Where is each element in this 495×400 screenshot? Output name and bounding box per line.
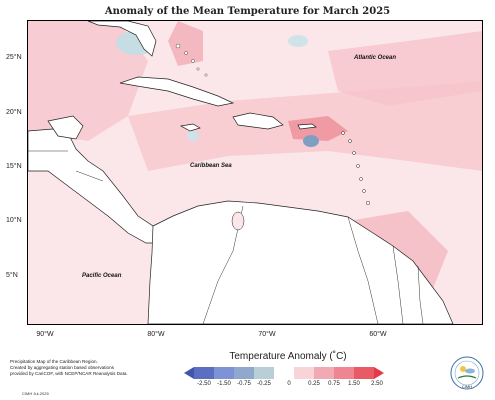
map-notes: Precipitation Map of the Caribbean Regio…	[10, 359, 150, 377]
note-line-2: Created by aggregating station based obs…	[10, 365, 114, 370]
logo-label: CIMH	[461, 384, 473, 389]
cool-patch-north	[288, 35, 308, 47]
legend-tick: 0.25	[308, 381, 320, 387]
cool-patch-puerto-rico	[303, 135, 319, 147]
label-pacific-ocean: Pacific Ocean	[82, 273, 122, 279]
wave-icon	[457, 375, 477, 379]
color-bin-4	[254, 367, 274, 379]
color-bin-5	[274, 367, 294, 379]
legend-title: Temperature Anomaly (˚C)	[229, 351, 347, 362]
border-suriname-guiana	[417, 265, 424, 324]
note-line-3: provided by CariCOF, with NCEP/NCAR Rean…	[10, 371, 128, 376]
legend-tick: 2.50	[371, 381, 383, 387]
land-hispaniola	[232, 112, 284, 130]
color-bin-6	[294, 367, 314, 379]
color-bin-7	[314, 367, 334, 379]
land-jamaica	[179, 123, 201, 132]
map-panel	[27, 20, 483, 325]
border-nicaragua	[75, 170, 104, 182]
warm-patch-west	[28, 21, 148, 141]
land-south-america	[147, 200, 454, 324]
land-puerto-rico	[297, 123, 317, 130]
border-venezuela-guyana	[347, 216, 379, 324]
land-yucatan	[47, 115, 84, 140]
lat-label-25n: 25°N	[6, 54, 22, 61]
color-bin-2	[214, 367, 234, 379]
land-outlines	[28, 21, 454, 324]
lake-maracaibo	[231, 211, 245, 231]
color-bin-8	[334, 367, 354, 379]
legend-tick: -0.75	[237, 381, 251, 387]
warm-patch-puerto-rico	[288, 116, 348, 141]
cloud-icon	[465, 368, 475, 374]
lon-label-90w: 90°W	[36, 331, 54, 338]
credit-text: CIMH Jul-2025	[22, 391, 49, 396]
color-bin-3	[234, 367, 254, 379]
color-bar	[184, 367, 384, 379]
lon-label-80w: 80°W	[147, 331, 165, 338]
lon-label-60w: 60°W	[369, 331, 387, 338]
legend-tick: -0.25	[257, 381, 271, 387]
sun-icon	[460, 366, 466, 372]
legend-tick: -2.50	[197, 381, 211, 387]
label-caribbean-sea: Caribbean Sea	[190, 163, 232, 169]
legend-tick: 0	[287, 381, 291, 387]
lat-label-5n: 5°N	[6, 272, 18, 279]
lon-label-70w: 70°W	[258, 331, 276, 338]
land-cuba	[119, 76, 235, 107]
color-bar-arrow-left	[184, 367, 194, 379]
color-bin-9	[354, 367, 374, 379]
cool-patch-jamaica	[187, 131, 199, 141]
label-atlantic-ocean: Atlantic Ocean	[354, 55, 397, 61]
note-line-1: Precipitation Map of the Caribbean Regio…	[10, 359, 98, 364]
warm-patch-bahamas	[168, 21, 203, 66]
lat-label-10n: 10°N	[6, 217, 22, 224]
legend-tick: 0.75	[328, 381, 340, 387]
anomaly-map	[28, 21, 482, 324]
legend-tick: 1.50	[348, 381, 360, 387]
bahamas	[175, 43, 208, 77]
color-bar-arrow-right	[374, 367, 384, 379]
color-bin-1	[194, 367, 214, 379]
lat-label-20n: 20°N	[6, 109, 22, 116]
lesser-antilles	[341, 131, 371, 206]
land-florida	[87, 21, 157, 57]
warm-patch-atlantic	[328, 31, 482, 106]
cimh-logo	[450, 356, 484, 390]
legend-tick: -1.50	[217, 381, 231, 387]
lat-label-15n: 15°N	[6, 163, 22, 170]
border-guyana-suriname	[392, 245, 404, 324]
map-title: Anomaly of the Mean Temperature for Marc…	[104, 6, 391, 17]
